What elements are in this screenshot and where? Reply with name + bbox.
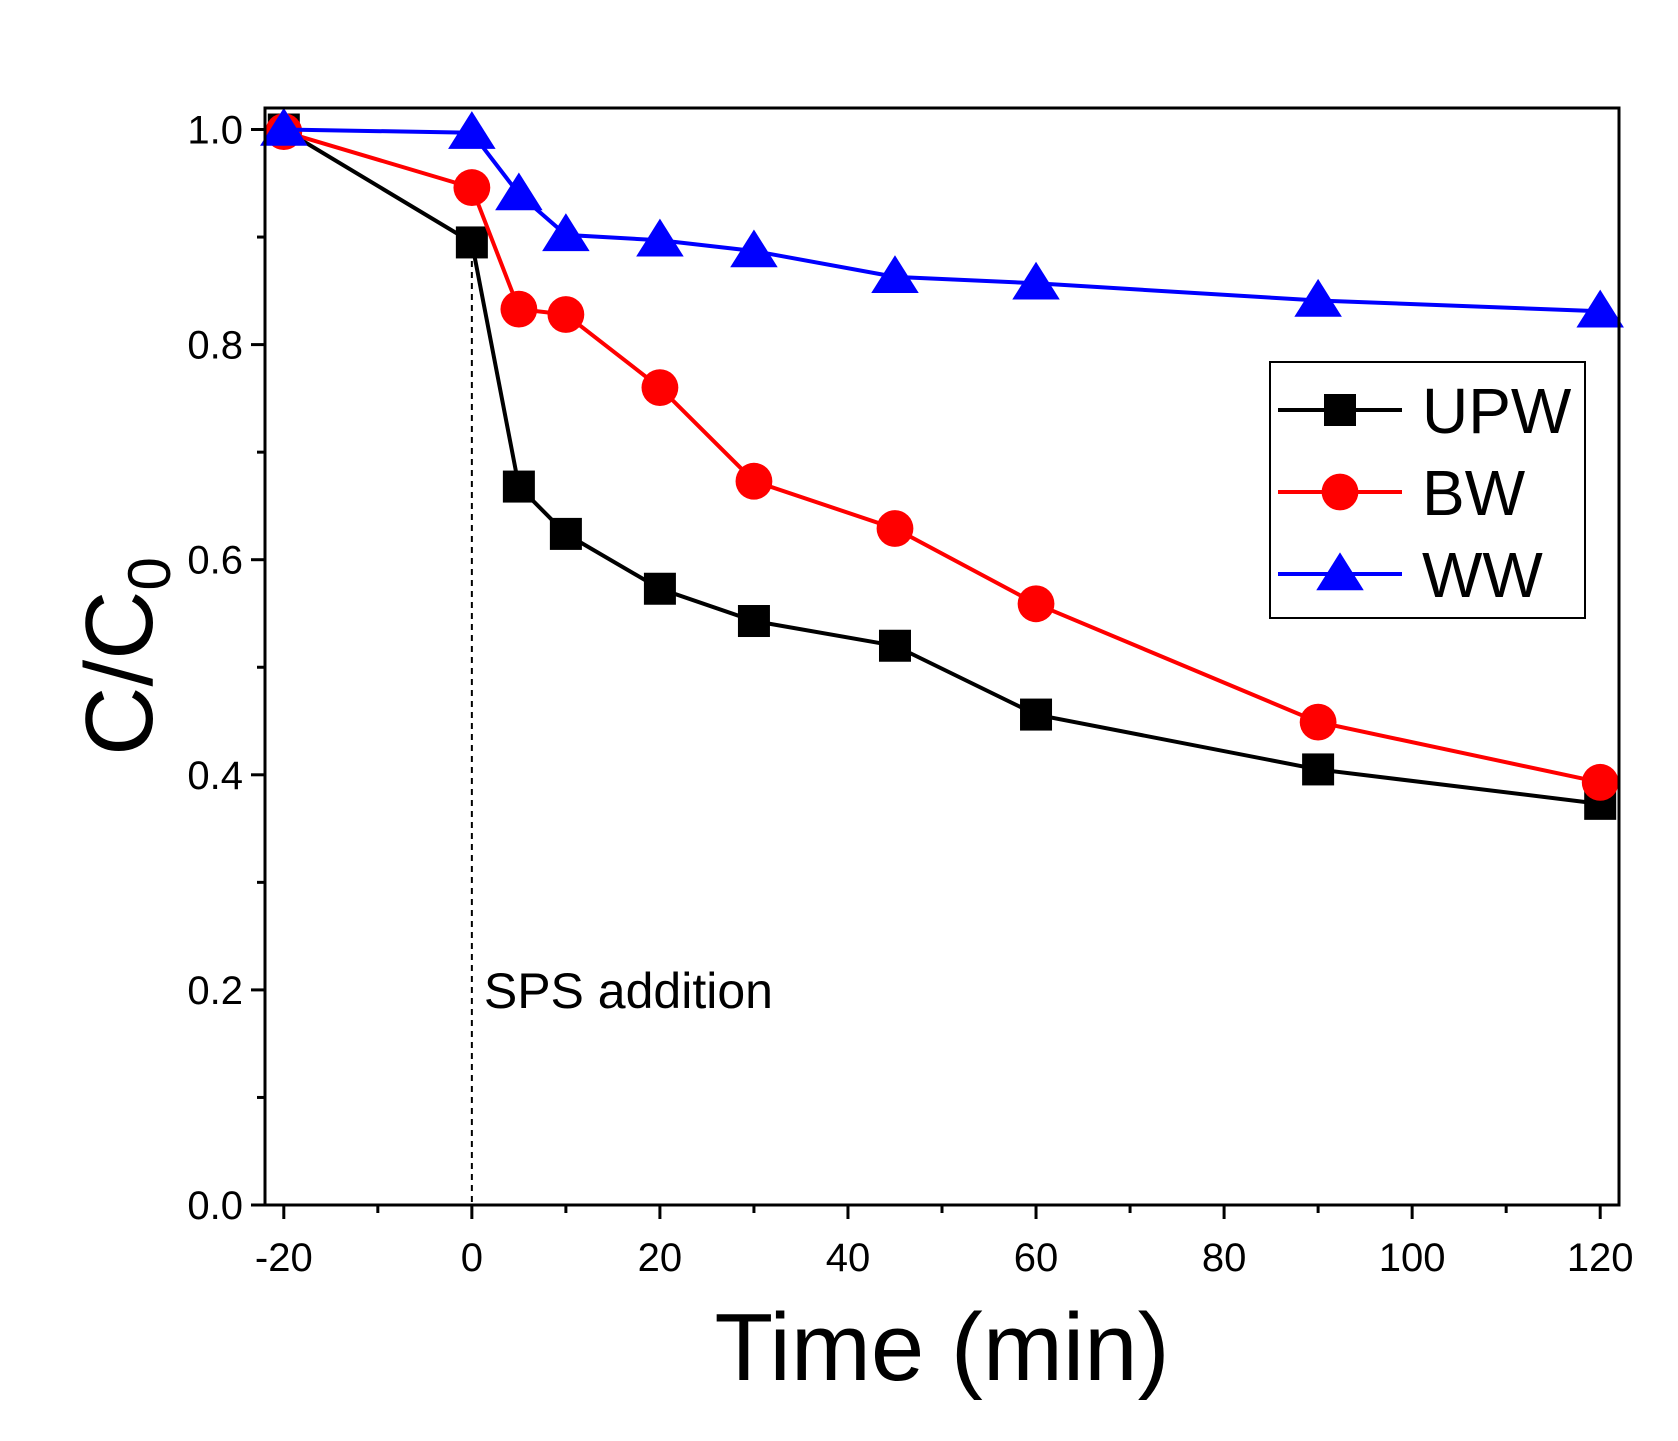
data-point-bw	[1017, 585, 1055, 623]
data-point-upw	[643, 572, 676, 605]
y-tick-label: 1.0	[187, 109, 243, 153]
data-point-bw	[876, 510, 914, 547]
legend-item-bw: BW	[1278, 457, 1526, 529]
x-tick-label: 80	[1202, 1236, 1247, 1280]
data-point-ww	[1576, 289, 1624, 328]
series-ww	[260, 107, 1624, 328]
data-point-ww	[730, 229, 778, 268]
series-line-bw	[283, 129, 1601, 785]
y-tick-label: 0.0	[187, 1184, 243, 1228]
data-point-ww	[542, 213, 590, 252]
legend-marker	[1321, 473, 1359, 511]
legend-label: BW	[1422, 457, 1526, 529]
series-layer	[260, 107, 1624, 820]
y-axis-title-subscript: 0	[116, 557, 183, 590]
data-point-upw	[1302, 753, 1335, 786]
legend-label: UPW	[1422, 375, 1572, 447]
data-point-bw	[735, 462, 773, 500]
x-tick-label: 100	[1379, 1236, 1446, 1280]
data-point-ww	[260, 107, 308, 146]
y-tick-label: 0.6	[187, 539, 243, 583]
x-tick-label: 120	[1567, 1236, 1634, 1280]
annotation-layer: SPS addition	[470, 228, 773, 1205]
series-line-ww	[283, 127, 1601, 314]
data-point-bw	[1299, 703, 1337, 741]
y-tick-label: 0.8	[187, 324, 243, 368]
data-point-upw	[737, 605, 770, 638]
legend-item-upw: UPW	[1278, 375, 1572, 447]
axes-layer: -20 0 20 40 60 80 100 120 0.0 0.2 0.4 0.6 0.8 1.0	[187, 109, 1633, 1280]
data-point-ww	[1012, 261, 1060, 300]
legend-marker	[1316, 552, 1364, 591]
data-point-ww	[448, 111, 496, 149]
y-axis-title-main: C/C	[66, 591, 173, 756]
series-line-upw	[282, 127, 1601, 806]
x-tick-label: 0	[461, 1236, 483, 1280]
data-point-bw	[547, 296, 585, 333]
plot-frame	[263, 106, 1621, 1207]
data-point-upw	[502, 470, 535, 503]
data-point-upw	[549, 517, 582, 550]
data-point-upw	[1020, 698, 1053, 731]
y-tick-label: 0.4	[187, 754, 243, 798]
data-point-upw	[455, 226, 488, 259]
data-point-bw	[641, 369, 679, 407]
data-point-ww	[871, 255, 919, 294]
data-point-bw	[453, 169, 491, 206]
x-tick-label: -20	[255, 1236, 313, 1280]
sps-addition-label: SPS addition	[484, 963, 773, 1019]
legend-item-ww: WW	[1278, 539, 1543, 611]
x-axis-title: Time (min)	[714, 1294, 1169, 1401]
x-tick-label: 60	[1014, 1236, 1059, 1280]
series-upw	[267, 113, 1617, 820]
data-point-bw	[1581, 763, 1619, 801]
y-tick-label: 0.2	[187, 969, 243, 1013]
legend-label: WW	[1422, 539, 1543, 611]
data-point-ww	[495, 172, 543, 211]
x-tick-label: 40	[826, 1236, 871, 1280]
series-bw	[265, 113, 1619, 801]
x-tick-label: 20	[638, 1236, 683, 1280]
data-point-ww	[1294, 278, 1342, 317]
data-point-upw	[878, 629, 911, 662]
legend-marker	[1324, 394, 1356, 426]
legend: UPW BW WW	[1269, 361, 1586, 619]
data-point-bw	[500, 290, 538, 328]
y-axis-title: C/C0	[66, 557, 183, 756]
svg-text:C/C0: C/C0	[66, 557, 183, 756]
data-point-ww	[636, 218, 684, 257]
